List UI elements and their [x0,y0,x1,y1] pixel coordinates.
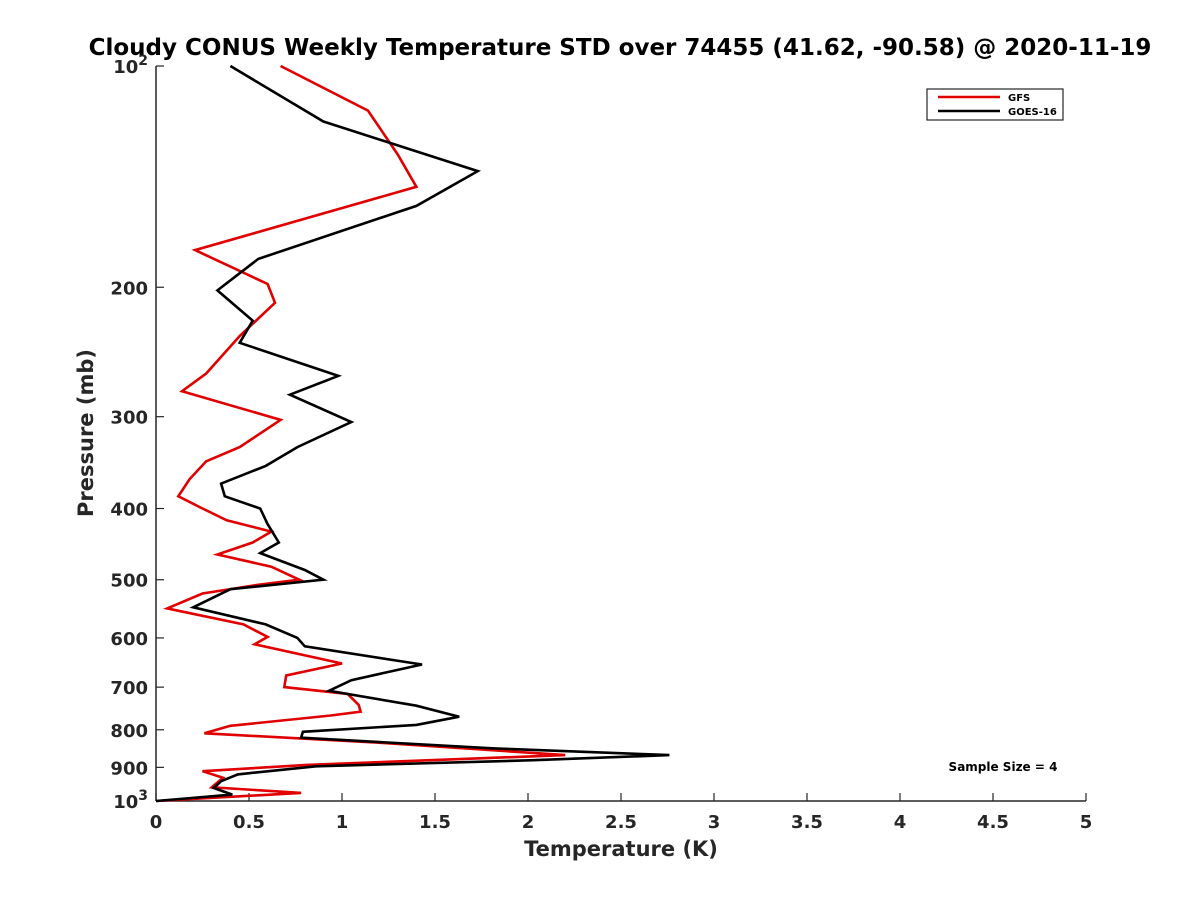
y-tick-label: 700 [110,678,148,699]
x-tick-label: 0.5 [233,812,265,833]
x-tick-label: 2.5 [605,812,637,833]
x-tick-label: 1 [336,812,349,833]
y-tick-label: 500 [110,571,148,592]
x-tick-label: 0 [150,812,163,833]
y-tick-base: 10 [113,792,138,813]
legend-box [926,88,1064,121]
y-tick-label: 102 [113,53,148,78]
y-tick-exponent: 2 [138,53,148,69]
sample-size-annotation: Sample Size = 4 [949,760,1058,774]
y-tick-label: 600 [110,629,148,650]
y-tick-base: 10 [113,57,138,78]
legend: GFS GOES-16 [926,88,1064,121]
series-group [155,64,670,803]
x-ticks: 0 0.5 1 1.5 2 2.5 3 3.5 4 4.5 5 [150,793,1093,833]
x-tick-label: 1.5 [419,812,451,833]
x-tick-label: 2 [522,812,535,833]
y-tick-label: 300 [110,408,148,429]
legend-label-gfs: GFS [1008,93,1030,104]
y-tick-exponent: 3 [138,788,148,804]
y-tick-label: 103 [113,788,148,813]
y-tick-label: 400 [110,500,148,521]
chart-title: Cloudy CONUS Weekly Temperature STD over… [89,35,1152,61]
plot-area: 0 0.5 1 1.5 2 2.5 3 3.5 4 4.5 5 102200300400500600… [110,53,1092,833]
legend-label-goes-16: GOES-16 [1008,107,1057,118]
x-tick-label: 3 [708,812,721,833]
x-axis-label: Temperature (K) [524,837,718,861]
series-line-goes-16 [155,64,670,803]
series-line-gfs [155,64,566,803]
x-tick-label: 3.5 [791,812,823,833]
y-tick-label: 200 [110,278,148,299]
x-tick-label: 4 [894,812,907,833]
y-tick-label: 900 [110,758,148,779]
y-tick-label: 800 [110,721,148,742]
x-tick-label: 4.5 [977,812,1009,833]
x-tick-label: 5 [1080,812,1093,833]
y-axis-label: Pressure (mb) [74,349,98,517]
